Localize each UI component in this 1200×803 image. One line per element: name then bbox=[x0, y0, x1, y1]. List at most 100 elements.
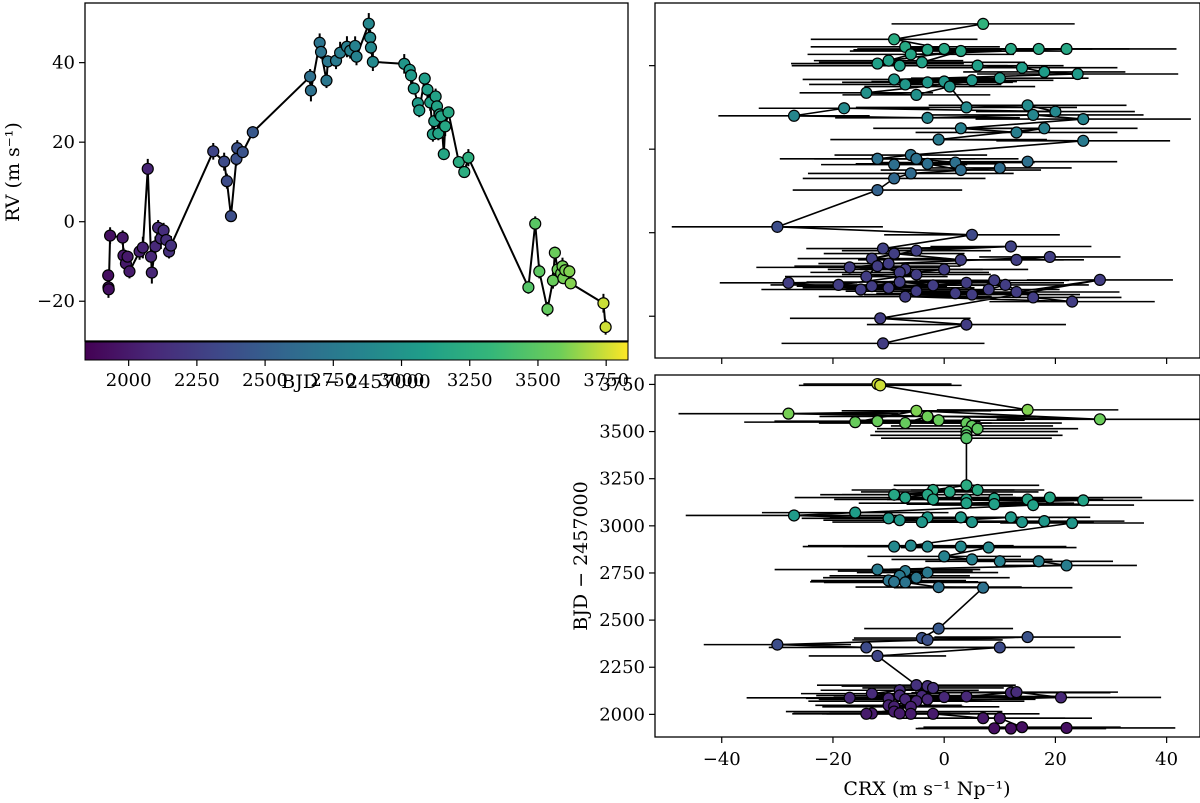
rv-time-point bbox=[236, 146, 249, 159]
rv-crx-point bbox=[1032, 42, 1045, 56]
time-crx-point bbox=[932, 414, 945, 427]
rv-time-point bbox=[145, 266, 158, 279]
rv-time-point bbox=[349, 39, 362, 53]
time-crx-point bbox=[960, 479, 973, 492]
rv-crx-point bbox=[993, 161, 1006, 175]
rv-time-point bbox=[364, 31, 377, 44]
time-crx-xlabel: CRX (m s⁻¹ Np⁻¹) bbox=[843, 778, 1010, 800]
rv-crx-point bbox=[960, 276, 973, 289]
time-crx-point bbox=[860, 707, 873, 720]
colorbar-tick-label: 2250 bbox=[174, 370, 220, 391]
time-crx-ytick-label: 2250 bbox=[599, 657, 645, 678]
time-crx-point bbox=[938, 690, 951, 704]
time-crx-point bbox=[926, 493, 940, 506]
rv-time-point bbox=[102, 283, 115, 296]
rv-crx-point bbox=[876, 242, 890, 255]
rv-crx-point bbox=[888, 158, 901, 171]
time-crx-point bbox=[888, 488, 901, 501]
time-crx-point bbox=[865, 687, 878, 700]
rv-crx-point bbox=[1077, 134, 1090, 147]
rv-crx-point bbox=[910, 268, 923, 281]
time-crx-point bbox=[874, 379, 887, 392]
time-crx-point bbox=[988, 498, 1001, 511]
rv-crx-point bbox=[999, 278, 1012, 292]
rv-time-ylabel: RV (m s⁻¹) bbox=[2, 122, 24, 222]
rv-crx-point bbox=[782, 276, 795, 289]
time-crx-point bbox=[849, 416, 862, 429]
rv-crx-point bbox=[1004, 42, 1018, 56]
rv-crx-point bbox=[837, 102, 851, 115]
time-crx-ytick-label: 2750 bbox=[599, 563, 645, 584]
time-crx-point bbox=[915, 515, 929, 529]
time-crx-point bbox=[1065, 516, 1079, 530]
time-crx-ytick-label: 2500 bbox=[599, 610, 645, 631]
rv-crx-point bbox=[1043, 250, 1056, 264]
rv-time-point bbox=[404, 69, 418, 82]
rv-crx-point bbox=[888, 172, 901, 185]
rv-time-point bbox=[246, 126, 259, 139]
rv-crx-point bbox=[921, 76, 934, 89]
time-crx-point bbox=[1015, 721, 1029, 734]
time-crx-point bbox=[1027, 498, 1040, 512]
colorbar-tick-label: 3500 bbox=[515, 370, 561, 391]
rv-time-series-line bbox=[107, 23, 607, 328]
time-crx-ytick-label: 3500 bbox=[599, 422, 645, 443]
rv-time-point bbox=[320, 74, 333, 87]
time-crx-point bbox=[932, 581, 945, 594]
time-crx-point bbox=[971, 483, 984, 497]
rv-time-point bbox=[529, 217, 542, 230]
rv-time-point bbox=[362, 17, 375, 30]
rv-time-point bbox=[533, 265, 546, 278]
rv-time-point bbox=[104, 229, 117, 242]
rv-crx-point bbox=[771, 220, 784, 233]
rv-crx-point bbox=[1021, 99, 1034, 112]
rv-time-ytick-label: 0 bbox=[64, 212, 75, 233]
rv-time-ytick-label: −20 bbox=[37, 291, 75, 312]
time-crx-point bbox=[926, 707, 940, 720]
time-crx-panel-frame bbox=[654, 374, 1200, 738]
time-crx-point bbox=[910, 404, 923, 417]
rv-time-point bbox=[350, 50, 363, 63]
time-crx-point bbox=[899, 416, 912, 430]
rv-crx-point bbox=[910, 88, 923, 101]
rv-time-point bbox=[224, 210, 238, 223]
rv-time-point bbox=[304, 84, 318, 97]
rv-crx-point bbox=[1010, 126, 1023, 139]
rv-time-point bbox=[442, 106, 455, 119]
rv-time-point bbox=[548, 246, 561, 259]
time-crx-point bbox=[921, 633, 934, 647]
rv-crx-point bbox=[882, 257, 895, 270]
rv-time-point bbox=[304, 70, 317, 83]
rv-crx-point bbox=[1038, 65, 1051, 79]
time-crx-point bbox=[888, 540, 901, 553]
time-crx-point bbox=[787, 509, 801, 522]
rv-crx-point bbox=[893, 59, 906, 72]
time-crx-point bbox=[910, 679, 923, 692]
time-crx-ytick-label: 3000 bbox=[599, 516, 645, 537]
time-crx-point bbox=[1004, 511, 1018, 524]
time-crx-point bbox=[1043, 491, 1056, 504]
rv-crx-point bbox=[871, 57, 884, 70]
rv-crx-point bbox=[988, 274, 1001, 287]
rv-time-point bbox=[123, 265, 136, 278]
rv-crx-point bbox=[938, 263, 951, 276]
time-crx-point bbox=[1015, 515, 1029, 529]
colorbar-tick-label: 3000 bbox=[379, 370, 425, 391]
rv-time-point bbox=[364, 41, 378, 54]
rv-crx-point bbox=[910, 285, 923, 298]
rv-crx-point bbox=[954, 44, 967, 58]
time-crx-xtick-label: 40 bbox=[1155, 749, 1178, 770]
rv-time-point bbox=[141, 162, 154, 175]
rv-time-point bbox=[144, 250, 158, 263]
rv-crx-point bbox=[874, 312, 887, 325]
rv-time-point bbox=[102, 269, 115, 282]
time-crx-xtick-label: −20 bbox=[814, 749, 852, 770]
rv-crx-point bbox=[949, 287, 962, 300]
time-crx-point bbox=[993, 641, 1006, 654]
time-crx-point bbox=[899, 491, 912, 504]
time-crx-point bbox=[921, 693, 934, 706]
time-crx-point bbox=[982, 541, 995, 554]
time-crx-point bbox=[921, 410, 934, 423]
time-crx-point bbox=[1077, 494, 1090, 507]
rv-time-point bbox=[599, 320, 612, 334]
